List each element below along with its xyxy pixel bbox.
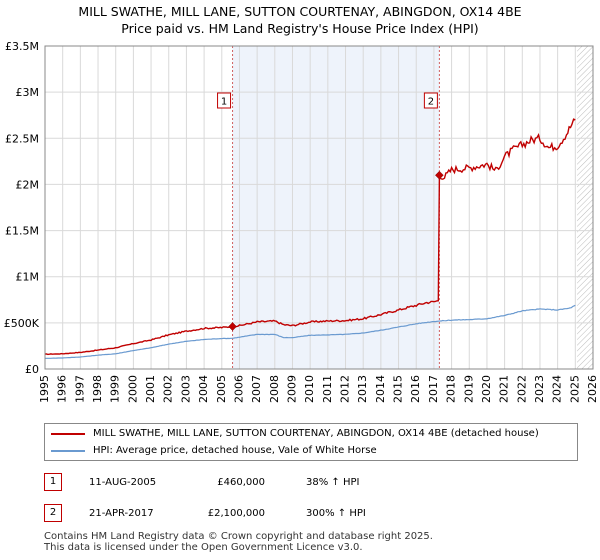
footer-line-1: Contains HM Land Registry data © Crown c… (44, 531, 433, 542)
legend-label-property: MILL SWATHE, MILL LANE, SUTTON COURTENAY… (93, 428, 539, 439)
ownership-band (232, 46, 440, 369)
sale-date-1: 11-AUG-2005 (89, 477, 157, 488)
x-tick-label: 1996 (56, 375, 69, 403)
y-tick-label: £0 (25, 363, 39, 376)
x-tick-label: 2007 (250, 375, 263, 403)
transaction-2-point (435, 170, 444, 180)
x-tick-label: 1998 (91, 375, 104, 403)
y-tick-label: £3M (16, 86, 40, 99)
y-tick-label: £2M (16, 178, 40, 191)
x-tick-label: 2004 (197, 375, 210, 403)
x-tick-label: 2021 (498, 375, 511, 403)
legend-swatch-red (51, 433, 85, 435)
sale-hpi-1: 38% ↑ HPI (306, 477, 360, 488)
chart-title: MILL SWATHE, MILL LANE, SUTTON COURTENAY… (0, 3, 600, 37)
x-tick-label: 1999 (109, 375, 122, 403)
legend: MILL SWATHE, MILL LANE, SUTTON COURTENAY… (44, 423, 578, 461)
x-tick-label: 2005 (215, 375, 228, 403)
x-tick-label: 2025 (568, 375, 581, 403)
title-line-1: MILL SWATHE, MILL LANE, SUTTON COURTENAY… (78, 4, 522, 19)
footer: Contains HM Land Registry data © Crown c… (44, 531, 433, 553)
x-tick-label: 2017 (427, 375, 440, 403)
x-tick-label: 2014 (374, 375, 387, 403)
hpi-line (44, 304, 576, 359)
x-tick-label: 2000 (126, 375, 139, 403)
transaction-1-label: 1 (221, 97, 227, 108)
price-chart: £0 £500K £1M £1.5M £2M £2.5M £3M £3.5M 1995 1996 1… (4, 40, 599, 403)
x-tick-label: 2018 (445, 375, 458, 403)
sale-price-1: £460,000 (217, 477, 265, 488)
x-tick-label: 2019 (462, 375, 475, 403)
plot-frame (44, 45, 594, 370)
x-tick-label: 2012 (339, 375, 352, 403)
x-tick-label: 2026 (586, 375, 599, 403)
legend-label-hpi: HPI: Average price, detached house, Vale… (93, 445, 377, 456)
x-tick-label: 2015 (392, 375, 405, 403)
y-tick-label: £500K (4, 317, 40, 330)
x-tick-label: 1997 (73, 375, 86, 403)
transaction-2-label: 2 (428, 97, 434, 108)
x-tick-label: 2013 (356, 375, 369, 403)
x-tick-label: 2020 (480, 375, 493, 403)
sale-row-2: 2 21-APR-2017 £2,100,000 300% ↑ HPI (44, 504, 444, 524)
x-tick-label: 2011 (321, 375, 334, 403)
sale-price-2: £2,100,000 (207, 508, 265, 519)
sale-date-2: 21-APR-2017 (89, 508, 154, 519)
x-tick-label: 2008 (268, 375, 281, 403)
x-tick-label: 2022 (515, 375, 528, 403)
transaction-1-box (217, 92, 232, 109)
transaction-1-point (228, 322, 237, 331)
sale-hpi-2: 300% ↑ HPI (306, 508, 366, 519)
x-tick-label: 2010 (303, 375, 316, 403)
legend-swatch-blue (51, 450, 85, 452)
title-line-2: Price paid vs. HM Land Registry's House … (121, 21, 479, 36)
x-tick-label: 2009 (285, 375, 298, 403)
x-tick-label: 2023 (533, 375, 546, 403)
x-tick-label: 1995 (38, 375, 51, 403)
x-tick-label: 2003 (179, 375, 192, 403)
y-tick-label: £1M (16, 271, 40, 284)
x-tick-label: 2006 (232, 375, 245, 403)
y-tick-label: £2.5M (5, 132, 39, 145)
property-price-line (45, 118, 576, 356)
footer-line-2: This data is licensed under the Open Gov… (44, 542, 363, 553)
y-tick-label: £1.5M (5, 225, 39, 238)
sale-marker-1: 1 (44, 473, 62, 491)
forecast-hatch (577, 46, 593, 369)
x-tick-label: 2002 (162, 375, 175, 403)
y-tick-label: £3.5M (5, 40, 39, 53)
x-tick-label: 2001 (144, 375, 157, 403)
x-tick-label: 2016 (409, 375, 422, 403)
transaction-2-box (423, 92, 438, 109)
sale-row-1: 1 11-AUG-2005 £460,000 38% ↑ HPI (44, 473, 444, 493)
sale-marker-2: 2 (44, 504, 62, 522)
x-tick-label: 2024 (551, 375, 564, 403)
